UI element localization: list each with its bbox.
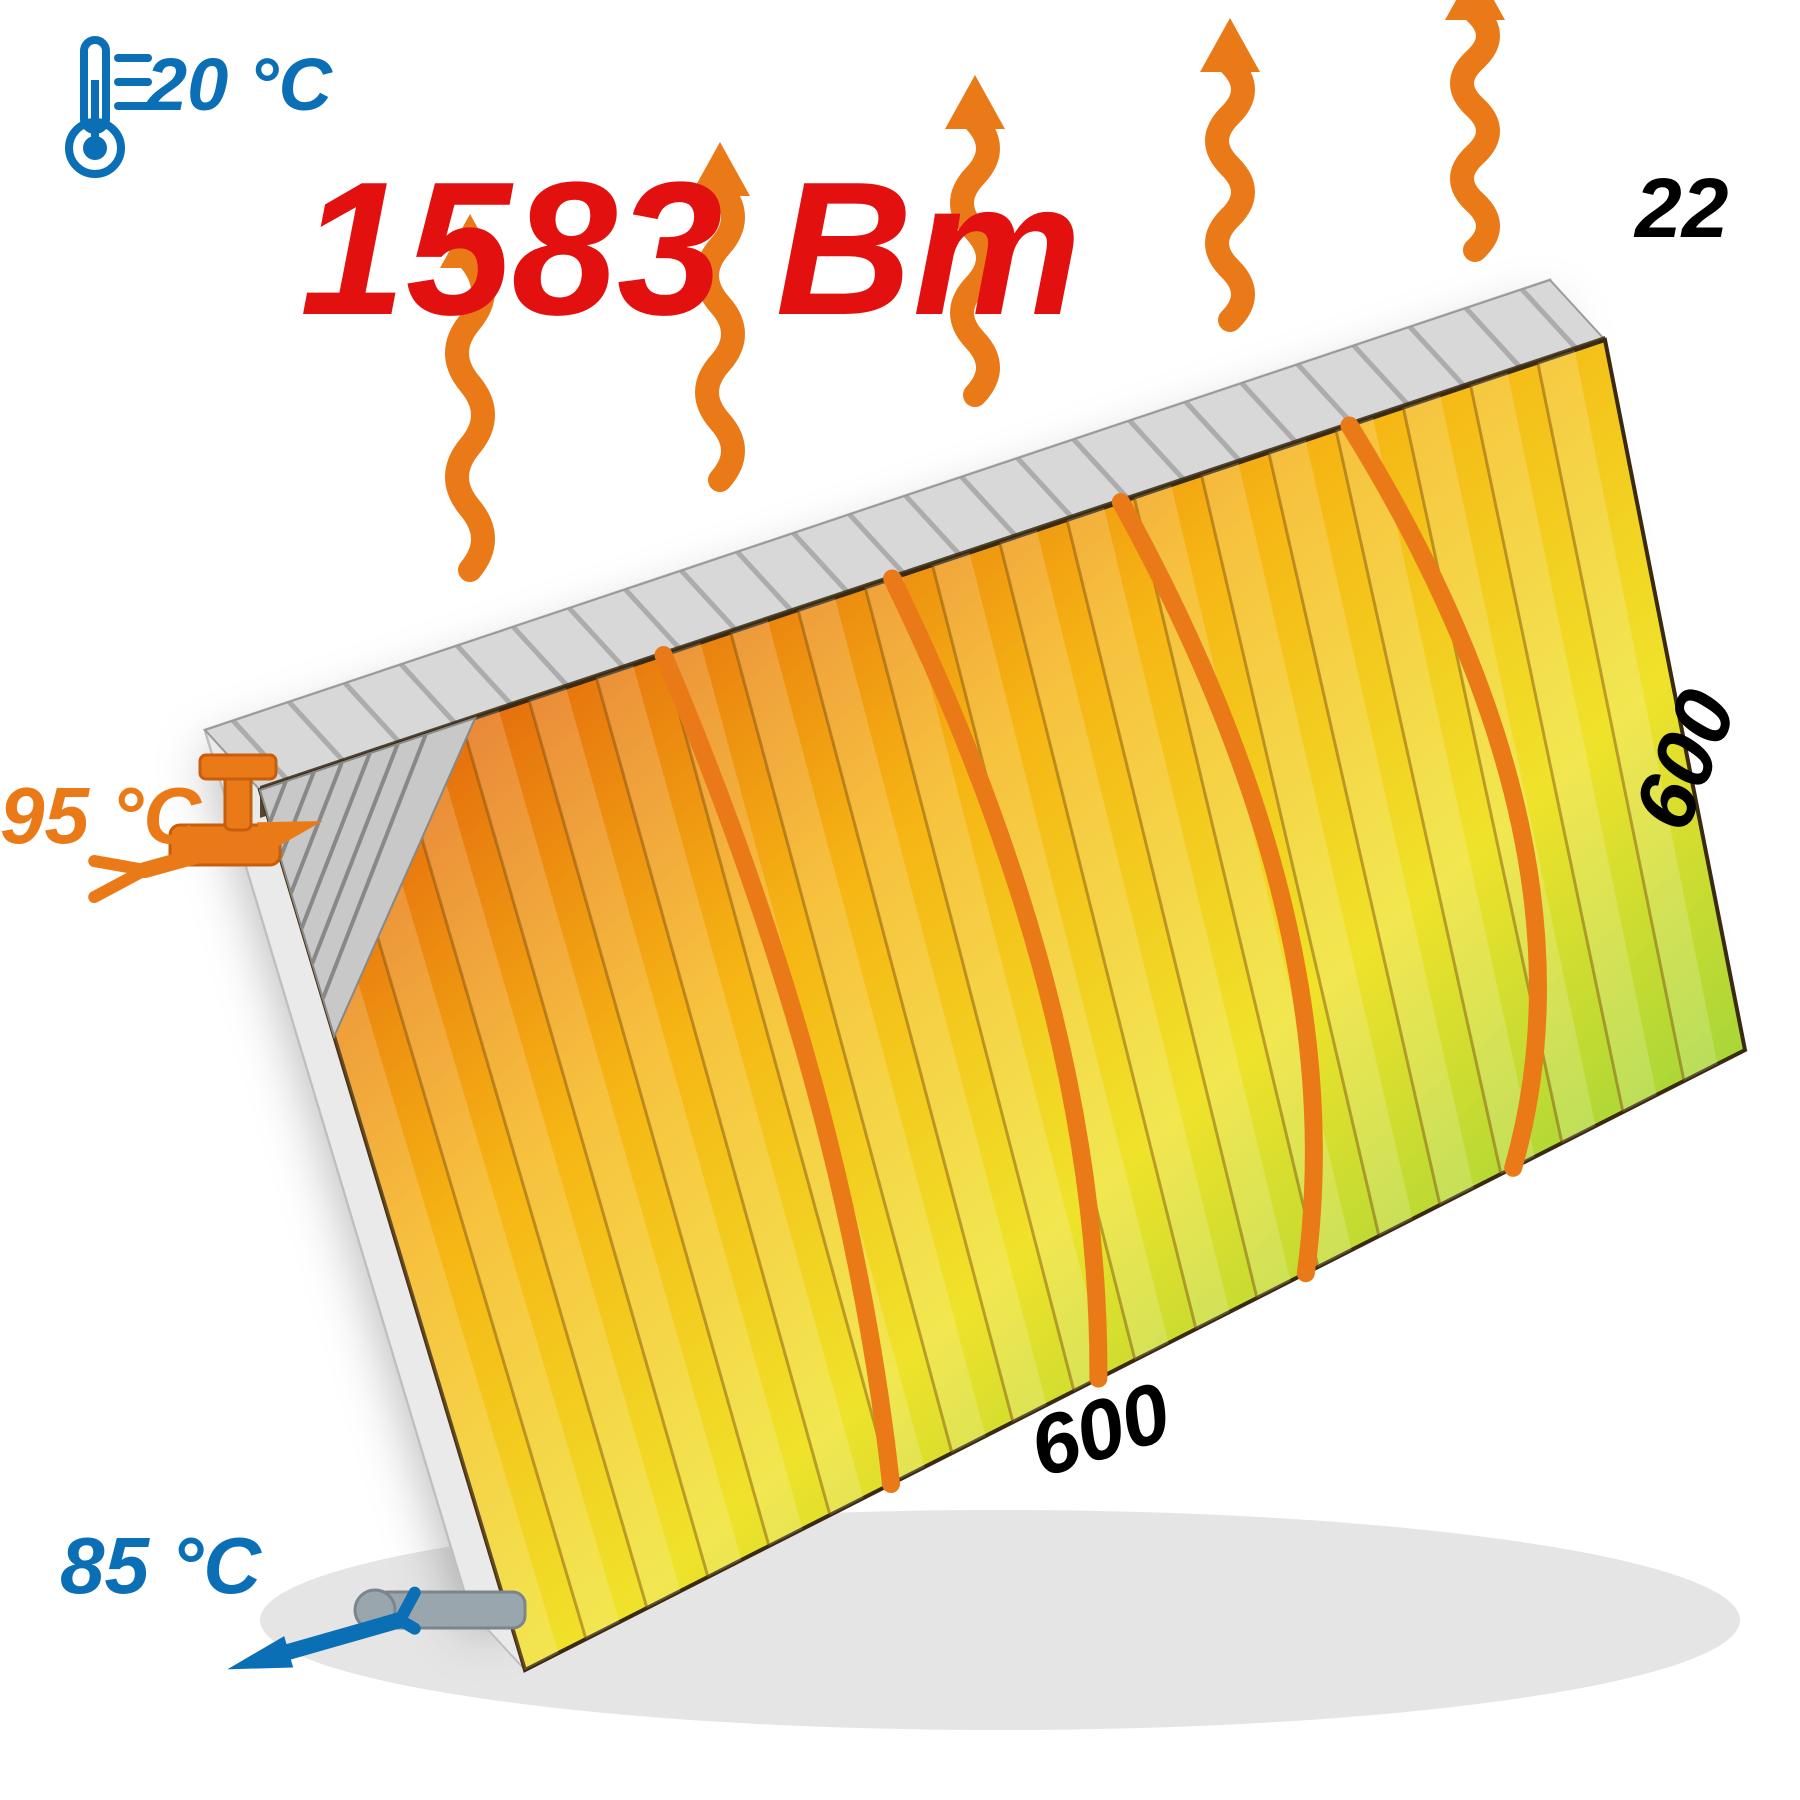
inlet-temp-text: 95 °C (0, 771, 201, 860)
inlet-temp-label: 95 °C (0, 770, 201, 862)
dimension-type-label: 22 (1635, 160, 1728, 257)
inlet-valve (225, 775, 251, 830)
power-output-text: 1583 Вт (300, 143, 1082, 355)
outlet-temp-label: 85 °C (60, 1520, 261, 1612)
dimension-type-text: 22 (1635, 161, 1728, 255)
power-output-label: 1583 Вт (300, 140, 1082, 358)
thermometer-icon (69, 40, 148, 174)
radiator-infographic: { "type": "infographic", "subject": "ste… (0, 0, 1800, 1800)
outlet-temp-text: 85 °C (60, 1521, 261, 1610)
room-temp-text: 20 °C (146, 43, 332, 126)
room-temp-label: 20 °C (146, 42, 332, 127)
